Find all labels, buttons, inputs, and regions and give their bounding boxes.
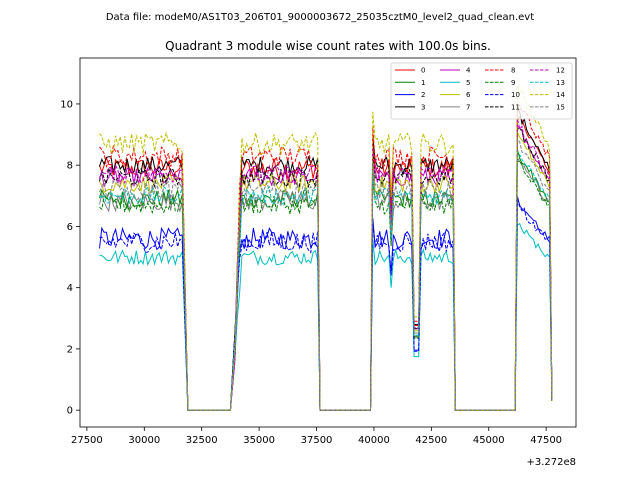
legend-label-2: 2 <box>421 91 425 99</box>
legend-label-11: 11 <box>511 103 520 111</box>
y-tick-label: 2 <box>67 344 73 355</box>
series-layer <box>99 85 553 411</box>
x-tick-label: 40000 <box>358 435 390 446</box>
series-line-8 <box>99 103 553 411</box>
x-axis: 27500 30000 32500 35000 37500 40000 42500 45000… <box>71 427 562 446</box>
legend-label-9: 9 <box>511 79 515 87</box>
legend-label-10: 10 <box>511 91 520 99</box>
y-tick-label: 0 <box>67 406 73 417</box>
legend-label-0: 0 <box>421 67 425 75</box>
y-tick-label: 10 <box>60 99 73 110</box>
y-tick-label: 6 <box>67 222 73 233</box>
x-tick-label: 27500 <box>71 435 103 446</box>
y-tick-label: 8 <box>67 161 73 172</box>
plot-area <box>79 57 577 428</box>
x-tick-label: 30000 <box>128 435 160 446</box>
chart-title: Quadrant 3 module wise count rates with … <box>165 39 491 53</box>
legend-label-1: 1 <box>421 79 425 87</box>
legend-label-13: 13 <box>556 79 565 87</box>
series-line-12 <box>99 118 553 411</box>
x-tick-label: 37500 <box>301 435 333 446</box>
legend-box <box>390 62 573 120</box>
series-line-6 <box>99 131 553 411</box>
legend-label-15: 15 <box>556 103 565 111</box>
x-tick-label: 42500 <box>415 435 447 446</box>
legend-label-3: 3 <box>421 103 425 111</box>
legend-label-4: 4 <box>466 67 471 75</box>
legend-label-12: 12 <box>556 67 565 75</box>
x-tick-label: 35000 <box>243 435 275 446</box>
x-tick-label: 47500 <box>530 435 562 446</box>
series-line-9 <box>99 160 553 411</box>
y-tick-label: 4 <box>67 283 73 294</box>
legend-label-7: 7 <box>466 103 470 111</box>
x-tick-label: 32500 <box>186 435 218 446</box>
x-tick-label: 45000 <box>473 435 505 446</box>
legend-label-14: 14 <box>556 91 565 99</box>
figure-suptitle: Data file: modeM0/AS1T03_206T01_90000036… <box>106 12 534 23</box>
series-line-15 <box>99 137 553 411</box>
x-axis-offset-label: +3.272e8 <box>526 457 576 468</box>
axes-frame <box>79 57 577 428</box>
series-line-5 <box>99 222 553 411</box>
legend-label-5: 5 <box>466 79 470 87</box>
y-axis: 0 2 4 6 8 10 <box>60 99 80 417</box>
legend-label-8: 8 <box>511 67 515 75</box>
series-line-14 <box>99 85 553 411</box>
series-line-10 <box>99 200 553 411</box>
legend-label-6: 6 <box>466 91 471 99</box>
